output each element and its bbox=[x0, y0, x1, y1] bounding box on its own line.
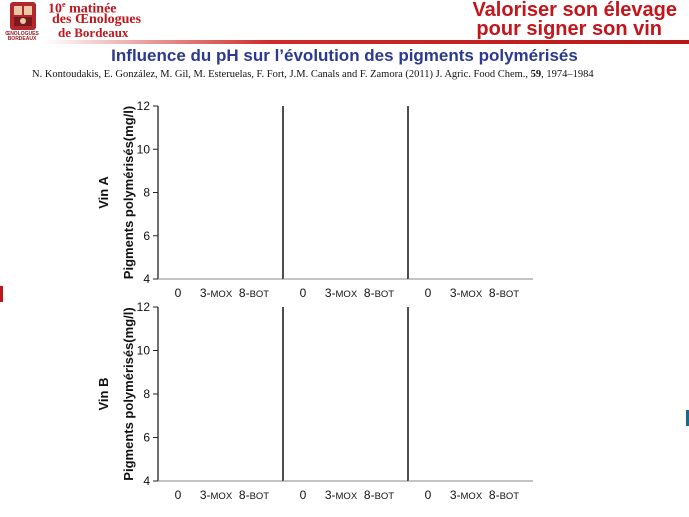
y-axis-label-1: Pigments polymérisés(mg/l) bbox=[121, 307, 136, 480]
citation: N. Kontoudakis, E. González, M. Gil, M. … bbox=[32, 69, 594, 80]
header-divider bbox=[44, 40, 689, 44]
event-number: 10 bbox=[48, 1, 62, 17]
y-tick-label-1-2: 8 bbox=[143, 387, 150, 401]
x-tick-label-0-0-1: 3-MOX bbox=[200, 286, 233, 300]
x-tick-label-0-2-1: 3-MOX bbox=[450, 286, 483, 300]
y-tick-label-0-4: 12 bbox=[137, 99, 151, 113]
x-tick-label-0-1-2: 8-BOT bbox=[364, 286, 394, 300]
event-sup: e bbox=[62, 0, 66, 9]
slogan-line1: Valoriser son élevage bbox=[472, 0, 677, 21]
y-tick-label-1-1: 6 bbox=[143, 431, 150, 445]
x-tick-label-1-0-1: 3-MOX bbox=[200, 488, 233, 502]
row-label-0: Vin A bbox=[96, 176, 111, 209]
x-tick-label-0-1-0: 0 bbox=[300, 286, 307, 300]
event-word: matinée bbox=[69, 1, 117, 17]
event-title-line1: 10e matinée bbox=[48, 0, 117, 18]
citation-pages: , 1974–1984 bbox=[541, 69, 594, 80]
x-tick-label-1-2-0: 0 bbox=[425, 488, 432, 502]
event-title-line3: de Bordeaux bbox=[58, 25, 129, 40]
y-tick-label-1-3: 10 bbox=[137, 344, 151, 358]
x-tick-label-1-1-0: 0 bbox=[300, 488, 307, 502]
y-tick-label-1-4: 12 bbox=[137, 300, 151, 314]
row-label-1: Vin B bbox=[96, 378, 111, 411]
x-tick-label-1-2-2: 8-BOT bbox=[489, 488, 519, 502]
slide-header: ŒNOLOGUES BORDEAUX 10e matinée des Œnolo… bbox=[0, 0, 689, 44]
y-tick-label-0-2: 8 bbox=[143, 186, 150, 200]
y-tick-label-1-0: 4 bbox=[143, 474, 150, 488]
edge-mark-right bbox=[686, 410, 689, 426]
x-tick-label-1-1-2: 8-BOT bbox=[364, 488, 394, 502]
event-title-line2: des Œnologues bbox=[52, 12, 142, 27]
oenologues-logo-icon bbox=[10, 2, 36, 30]
slide-title: Influence du pH sur l’évolution des pigm… bbox=[111, 46, 578, 65]
x-tick-label-0-2-2: 8-BOT bbox=[489, 286, 519, 300]
x-tick-label-0-0-2: 8-BOT bbox=[239, 286, 269, 300]
x-tick-label-1-0-0: 0 bbox=[175, 488, 182, 502]
y-tick-label-0-0: 4 bbox=[143, 272, 150, 286]
x-tick-label-1-0-2: 8-BOT bbox=[239, 488, 269, 502]
x-tick-label-0-0-0: 0 bbox=[175, 286, 182, 300]
y-tick-label-0-3: 10 bbox=[137, 142, 151, 156]
citation-volume: 59 bbox=[530, 69, 542, 80]
slogan-line2: pour signer son vin bbox=[476, 18, 662, 40]
citation-authors: N. Kontoudakis, E. González, M. Gil, M. … bbox=[32, 69, 529, 80]
edge-mark-left bbox=[0, 286, 3, 302]
x-tick-label-0-2-0: 0 bbox=[425, 286, 432, 300]
x-tick-label-1-2-1: 3-MOX bbox=[450, 488, 483, 502]
x-tick-label-1-1-1: 3-MOX bbox=[325, 488, 358, 502]
y-tick-label-0-1: 6 bbox=[143, 229, 150, 243]
x-tick-label-0-1-1: 3-MOX bbox=[325, 286, 358, 300]
logo-caption: ŒNOLOGUES BORDEAUX bbox=[5, 31, 39, 42]
y-axis-label-0: Pigments polymérisés(mg/l) bbox=[121, 106, 136, 279]
